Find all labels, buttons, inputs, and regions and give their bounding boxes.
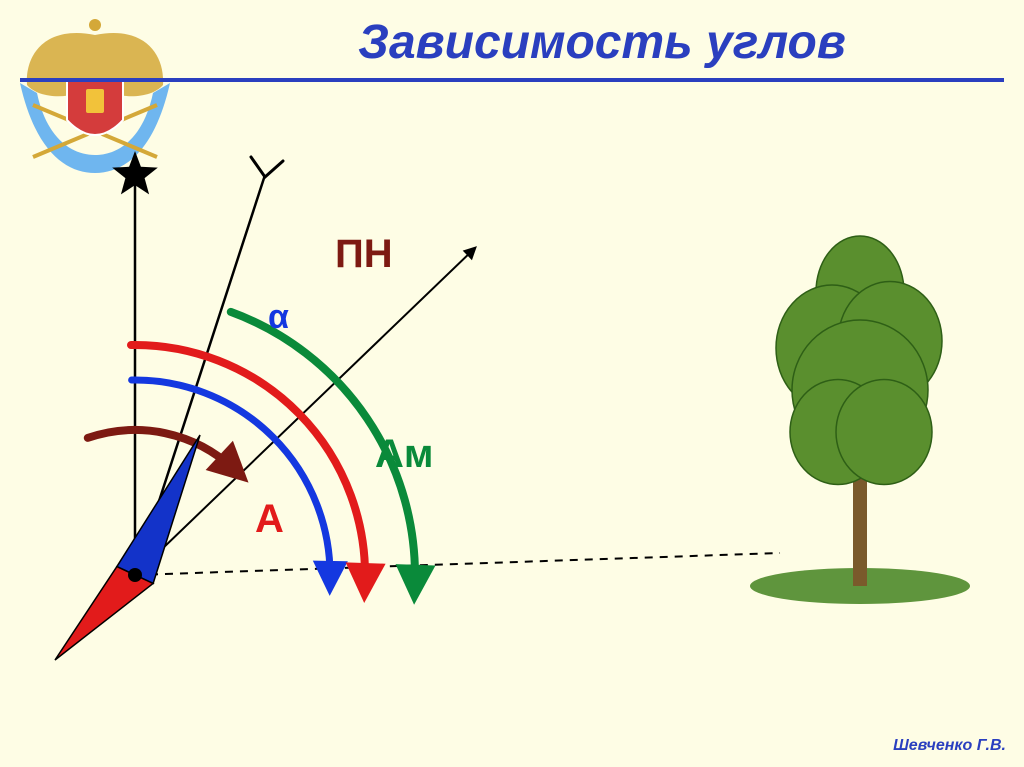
angle-label-alpha: α xyxy=(268,298,289,337)
title-underline xyxy=(20,78,1004,82)
diagram-canvas xyxy=(0,0,1024,767)
compass-needle-icon xyxy=(55,435,200,660)
slide-stage: Зависимость углов ПН α А Ам Шевченко Г.В. xyxy=(0,0,1024,767)
angle-label-PN: ПН xyxy=(335,232,393,277)
angle-label-A: А xyxy=(255,497,284,542)
tree-icon xyxy=(750,236,970,604)
emblem-icon xyxy=(20,19,170,173)
angle-label-Am: Ам xyxy=(375,432,433,477)
author-footer: Шевченко Г.В. xyxy=(893,737,1006,755)
slide-title: Зависимость углов xyxy=(200,15,1004,70)
